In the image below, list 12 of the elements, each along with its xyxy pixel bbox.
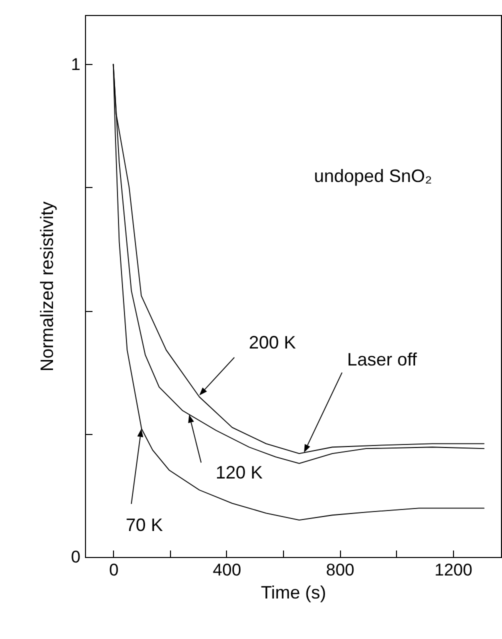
x-tick-label: 1200 — [434, 560, 472, 580]
annotation: Laser off — [347, 350, 418, 370]
y-axis-title: Normalized resistivity — [37, 201, 58, 372]
x-axis-title: Time (s) — [260, 582, 326, 602]
annotation: 120 K — [216, 462, 263, 483]
annotation: 70 K — [126, 514, 163, 535]
y-tick-label: 1 — [71, 54, 80, 74]
x-tick-label: 800 — [326, 560, 354, 580]
annotation: undoped SnO₂ — [314, 166, 432, 186]
annotation: 200 K — [248, 332, 296, 352]
x-tick-label: 400 — [212, 560, 242, 580]
x-tick-label: 0 — [109, 560, 119, 580]
